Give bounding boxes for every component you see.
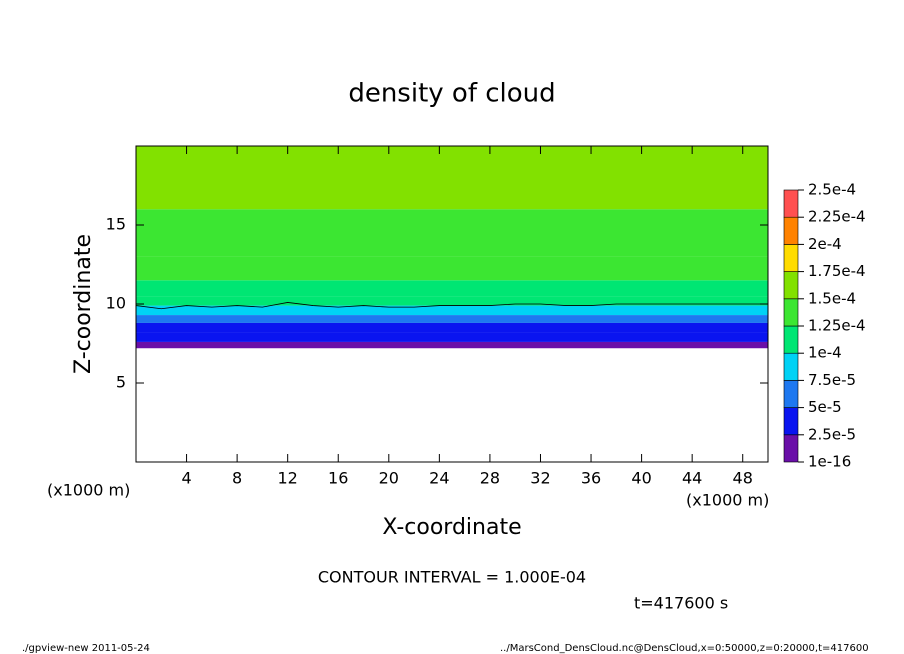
density-band xyxy=(136,146,768,210)
colorbar-box xyxy=(783,298,799,327)
density-band xyxy=(136,296,768,306)
x-tick-label: 28 xyxy=(480,469,500,488)
chart-title: density of cloud xyxy=(348,79,555,109)
y-tick-label: 10 xyxy=(106,294,126,313)
x-tick-label: 48 xyxy=(733,469,753,488)
x-unit-left: (x1000 m) xyxy=(47,481,130,500)
x-axis-label: X-coordinate xyxy=(382,515,521,540)
colorbar-label: 7.5e-5 xyxy=(808,371,856,389)
colorbar-box xyxy=(783,216,799,245)
colorbar-label: 2.5e-4 xyxy=(808,181,856,199)
colorbar-label: 2.25e-4 xyxy=(808,208,866,226)
x-tick-label: 24 xyxy=(429,469,449,488)
colorbar-box xyxy=(783,380,799,408)
colorbar-label: 5e-5 xyxy=(808,398,842,416)
footer-left: ./gpview-new 2011-05-24 xyxy=(22,643,150,654)
x-tick-label: 32 xyxy=(530,469,550,488)
colorbar-label: 1e-4 xyxy=(808,344,842,362)
contour-interval: CONTOUR INTERVAL = 1.000E-04 xyxy=(318,568,586,587)
colorbar-box xyxy=(783,189,799,218)
density-band xyxy=(136,280,768,297)
colorbar-label: 1.5e-4 xyxy=(808,289,856,307)
colorbar-label: 1e-16 xyxy=(808,453,851,471)
colorbar-label: 2e-4 xyxy=(808,235,842,253)
x-tick-label: 36 xyxy=(581,469,601,488)
density-band xyxy=(136,341,768,349)
x-tick-label: 44 xyxy=(682,469,702,488)
colorbar-label: 2.5e-5 xyxy=(808,425,856,443)
y-tick-label: 15 xyxy=(106,215,126,234)
y-tick-label: 5 xyxy=(116,373,126,392)
time-label: t=417600 s xyxy=(634,594,728,613)
density-band xyxy=(136,305,768,316)
x-unit-right: (x1000 m) xyxy=(686,491,769,510)
y-axis-label: Z-coordinate xyxy=(71,234,96,374)
colorbar-label: 1.75e-4 xyxy=(808,262,866,280)
x-tick-label: 8 xyxy=(232,469,242,488)
x-tick-label: 40 xyxy=(631,469,651,488)
colorbar-box xyxy=(783,325,799,354)
colorbar-box xyxy=(783,434,799,463)
x-tick-label: 20 xyxy=(379,469,399,488)
footer-right: ../MarsCond_DensCloud.nc@DensCloud,x=0:5… xyxy=(500,643,869,654)
density-band xyxy=(136,209,768,257)
density-band xyxy=(136,315,768,323)
colorbar-box xyxy=(783,352,799,381)
x-tick-label: 4 xyxy=(181,469,191,488)
contour-line xyxy=(135,302,768,310)
density-band xyxy=(136,256,768,281)
colorbar-box xyxy=(783,244,799,272)
density-band xyxy=(136,332,768,342)
colorbar-box xyxy=(783,271,799,300)
x-tick-label: 16 xyxy=(328,469,348,488)
x-tick-label: 12 xyxy=(278,469,298,488)
colorbar-label: 1.25e-4 xyxy=(808,317,866,335)
density-band xyxy=(136,322,768,333)
colorbar-box xyxy=(783,407,799,436)
